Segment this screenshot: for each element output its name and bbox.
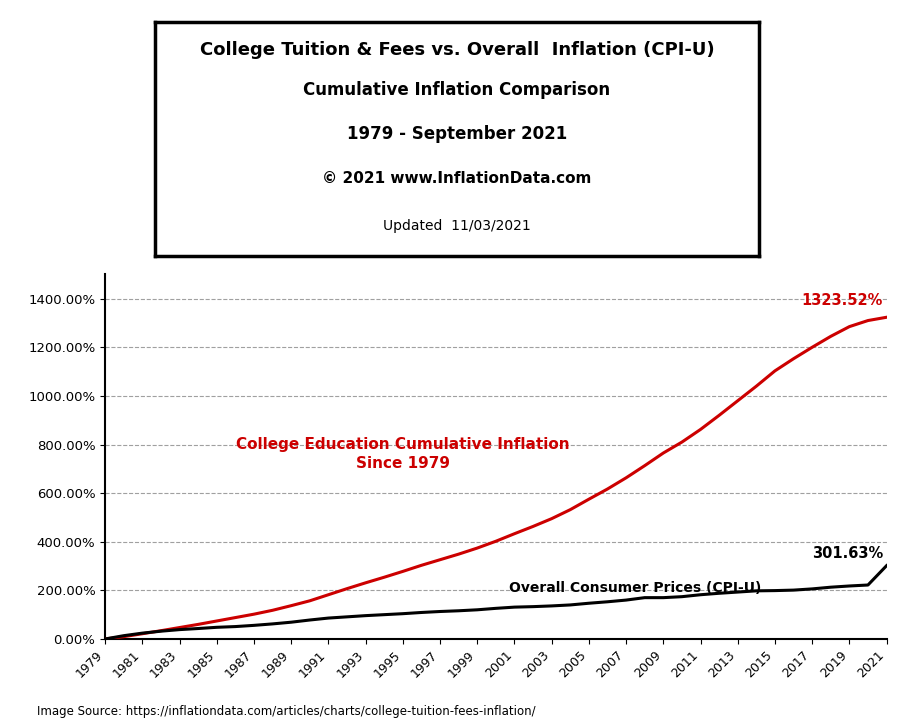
Text: Since 1979: Since 1979 (356, 456, 450, 471)
Text: College Education Cumulative Inflation: College Education Cumulative Inflation (236, 437, 569, 452)
Text: © 2021 www.InflationData.com: © 2021 www.InflationData.com (323, 171, 591, 186)
Text: 1323.52%: 1323.52% (802, 293, 883, 308)
Text: Image Source: https://inflationdata.com/articles/charts/college-tuition-fees-inf: Image Source: https://inflationdata.com/… (37, 705, 536, 718)
Text: Cumulative Inflation Comparison: Cumulative Inflation Comparison (303, 81, 611, 99)
Text: 301.63%: 301.63% (812, 546, 883, 561)
Text: Updated  11/03/2021: Updated 11/03/2021 (383, 219, 531, 232)
Text: Overall Consumer Prices (CPI-U): Overall Consumer Prices (CPI-U) (509, 581, 761, 595)
Text: College Tuition & Fees vs. Overall  Inflation (CPI-U): College Tuition & Fees vs. Overall Infla… (199, 41, 715, 58)
Text: 1979 - September 2021: 1979 - September 2021 (347, 126, 567, 143)
